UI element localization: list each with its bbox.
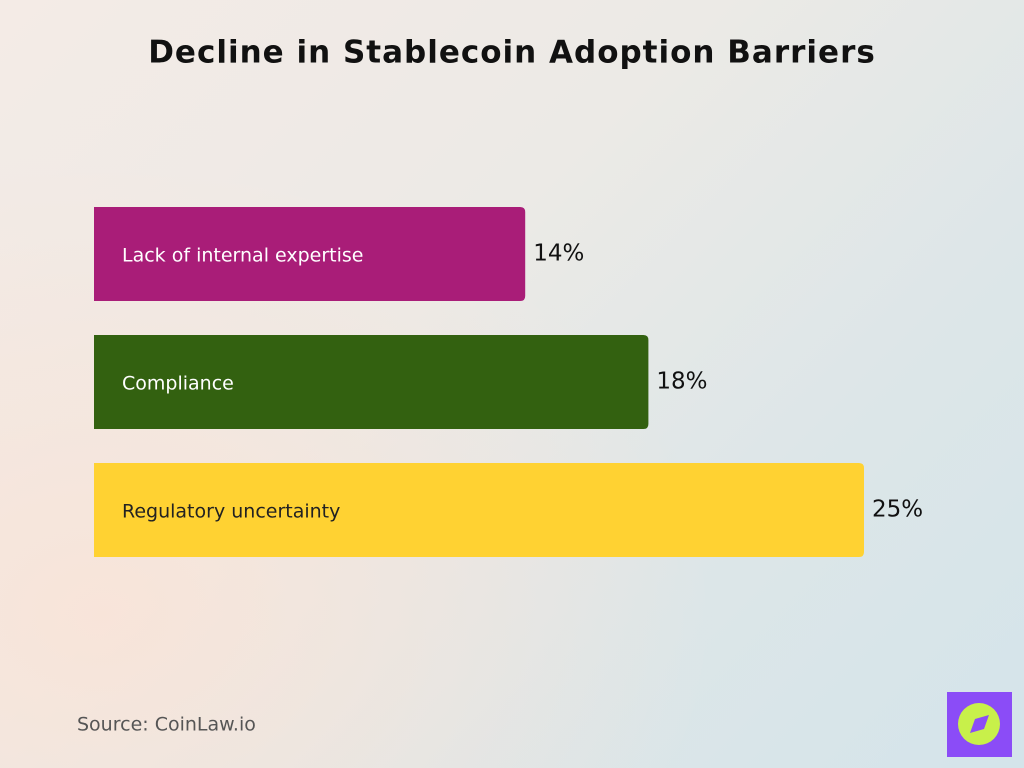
logo — [947, 692, 1012, 757]
bar — [94, 335, 649, 429]
value-label: 25% — [872, 497, 923, 523]
chart-title: Decline in Stablecoin Adoption Barriers — [148, 35, 876, 71]
category-label: Lack of internal expertise — [122, 245, 364, 267]
category-label: Regulatory uncertainty — [122, 501, 340, 523]
value-label: 14% — [533, 241, 584, 267]
bar — [94, 463, 864, 557]
source: Source: CoinLaw.io — [77, 714, 256, 736]
bar — [94, 207, 526, 301]
category-label: Compliance — [122, 373, 234, 395]
value-label: 18% — [656, 369, 707, 395]
